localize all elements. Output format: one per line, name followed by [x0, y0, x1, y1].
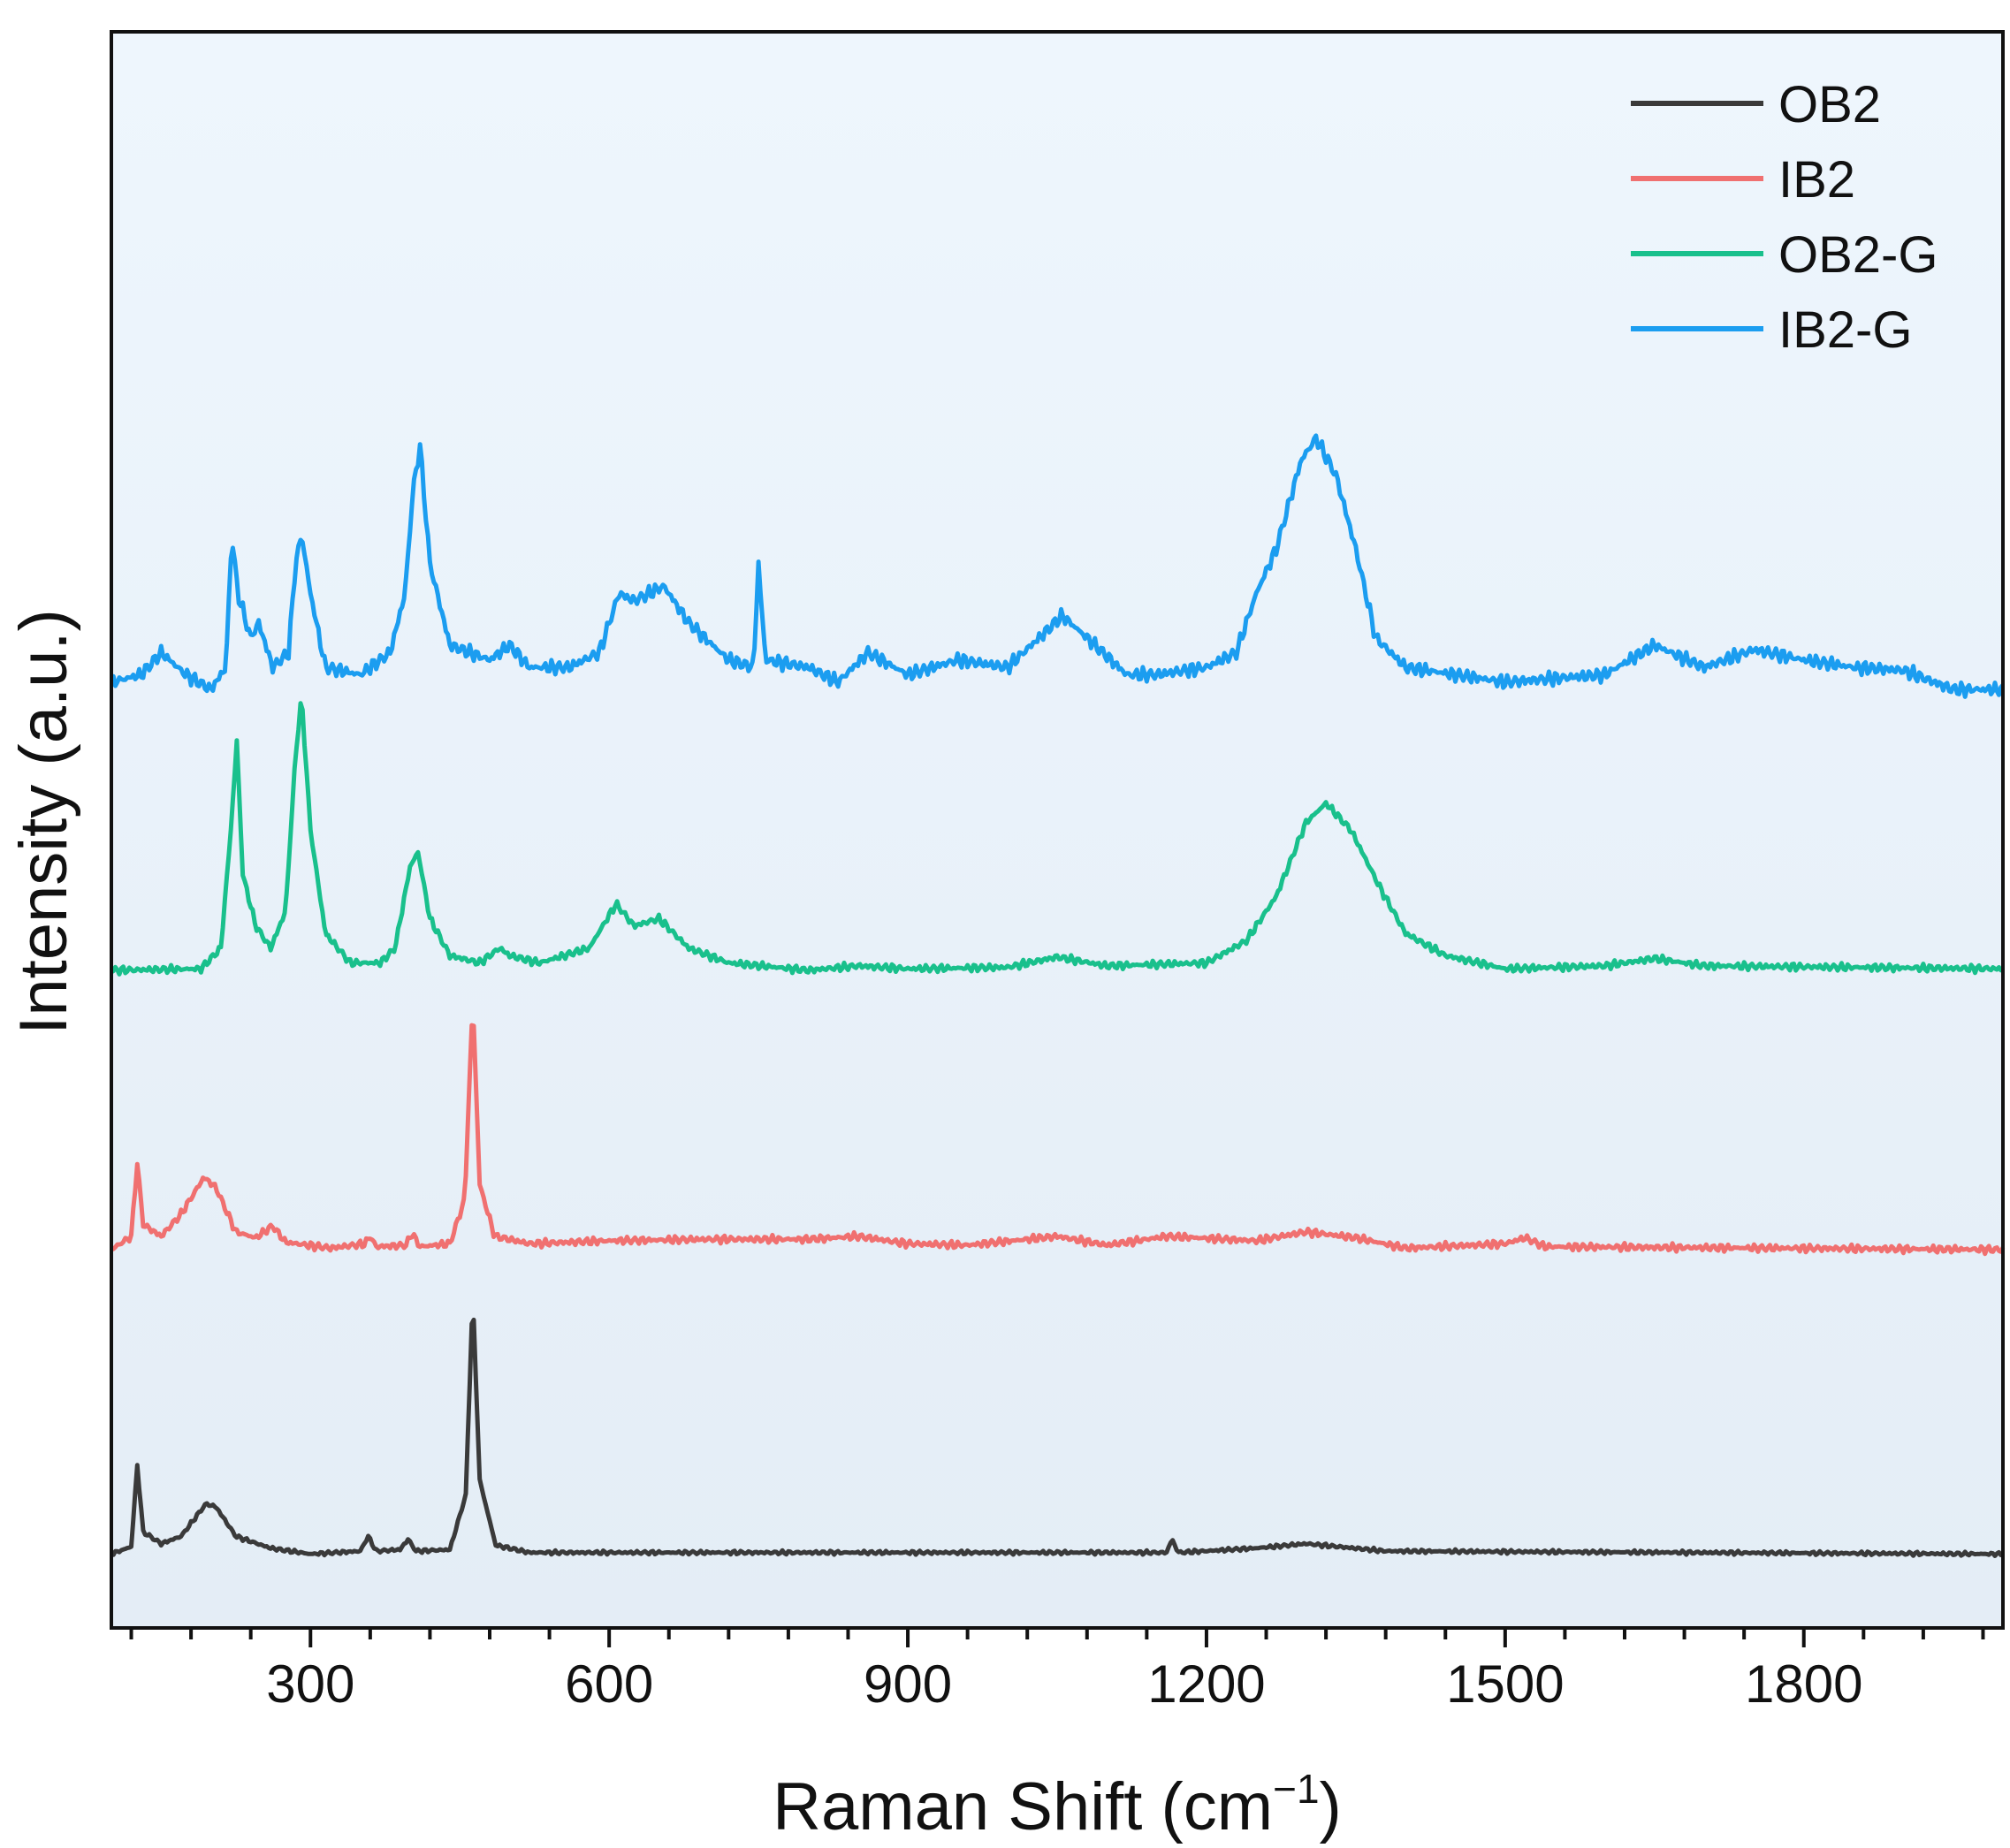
plot-frame	[110, 30, 2005, 1630]
x-axis-title-close: )	[1320, 1769, 1342, 1844]
series-line-ib2	[110, 1023, 2006, 1257]
legend: OB2 IB2 OB2-G IB2-G	[1631, 76, 1938, 359]
series-line-ob2	[110, 1317, 2004, 1558]
x-tick-label: 300	[266, 1654, 354, 1714]
x-tick-label: 1800	[1745, 1654, 1862, 1714]
series-layer	[110, 433, 2006, 1558]
x-tick-label: 600	[565, 1654, 653, 1714]
plot-area-background	[111, 32, 2003, 1628]
legend-label-ib2-g: IB2-G	[1778, 301, 1913, 359]
x-axis-ticks: 300 600 900 1200 1500 1800	[129, 1628, 1985, 1714]
x-tick-label: 1200	[1147, 1654, 1265, 1714]
x-axis-title-main: Raman Shift (cm	[773, 1769, 1273, 1844]
x-tick-label: 900	[864, 1654, 952, 1714]
legend-label-ib2: IB2	[1778, 151, 1855, 209]
legend-label-ob2: OB2	[1778, 76, 1881, 133]
x-tick-label: 1500	[1446, 1654, 1564, 1714]
legend-label-ob2-g: OB2-G	[1778, 226, 1938, 284]
series-line-ob2-g	[110, 701, 2004, 977]
x-axis-title-superscript: −1	[1273, 1766, 1319, 1812]
x-axis-title: Raman Shift (cm−1)	[773, 1766, 1342, 1844]
y-axis-title: Intensity (a.u.)	[6, 609, 81, 1035]
series-line-ib2-g	[110, 433, 2005, 699]
